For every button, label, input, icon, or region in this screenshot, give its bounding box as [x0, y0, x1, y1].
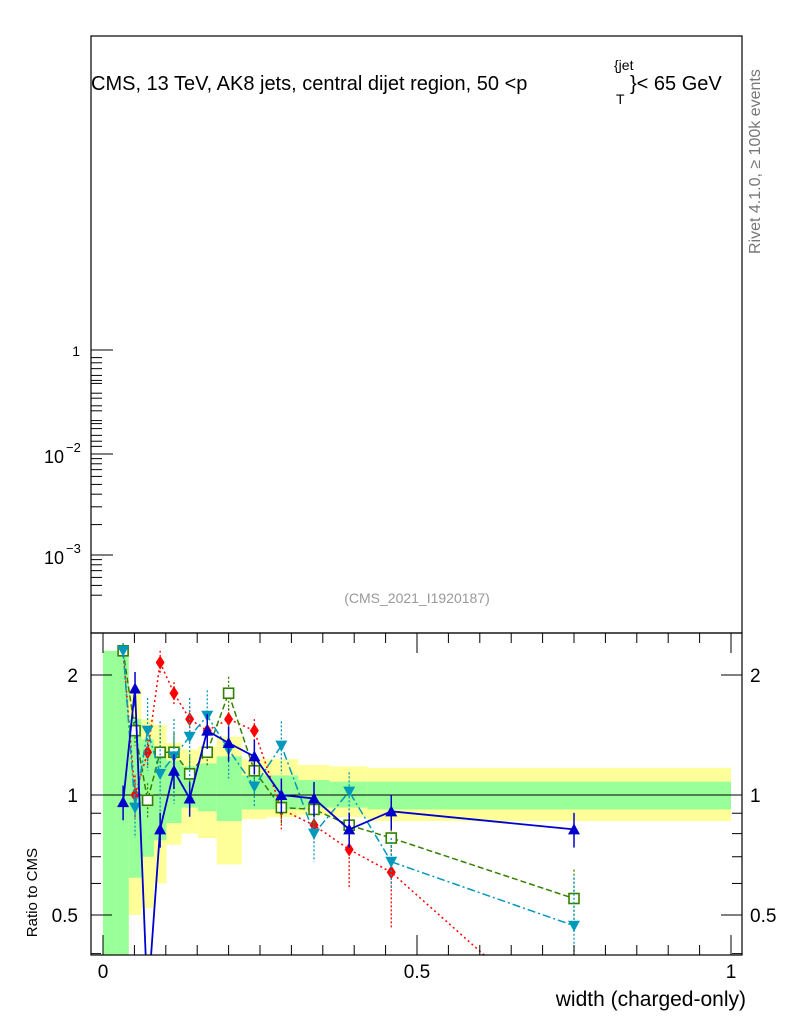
data-point — [385, 805, 398, 817]
inner-band-bin-0 — [103, 650, 117, 955]
data-point — [141, 794, 154, 807]
ratio-series — [117, 643, 580, 955]
data-point — [129, 682, 142, 694]
plot-title: CMS, 13 TeV, AK8 jets, central dijet reg… — [91, 73, 527, 95]
rivet-version-label: Rivet 4.1.0, ≥ 100k events — [747, 69, 764, 254]
ratio-axis-labels: 0.5 0.5 1 1 2 2 0 0.5 1 — [52, 666, 777, 983]
data-point — [275, 789, 288, 800]
series-line-1 — [122, 650, 575, 900]
data-point — [141, 725, 154, 737]
analysis-id-label: (CMS_2021_I1920187) — [344, 590, 490, 606]
ratio-ytick-label-left: 2 — [67, 666, 78, 687]
xtick-label: 0 — [98, 962, 109, 983]
data-point — [386, 865, 396, 880]
ratio-ytick-label-left: 1 — [67, 786, 78, 807]
data-point — [249, 723, 259, 738]
data-point — [143, 745, 153, 760]
ratio-axis-ticks — [91, 633, 742, 955]
series-triangle-up — [117, 671, 580, 955]
data-point — [308, 828, 321, 840]
data-point — [183, 731, 196, 743]
data-point — [568, 920, 580, 932]
plot-title-superscript: {jet — [614, 57, 634, 73]
data-point — [224, 712, 234, 727]
data-point — [129, 802, 142, 814]
data-point — [248, 781, 261, 793]
upper-y-axis-ticks — [91, 349, 113, 596]
data-point — [343, 786, 356, 798]
plot-title-end: }< 65 GeV — [630, 73, 722, 95]
upper-y-axis-labels: 1 10 −2 10 −3 — [44, 343, 81, 568]
data-point — [275, 740, 288, 752]
upper-ytick-label-3-exp: −3 — [66, 541, 81, 556]
ratio-y-axis-title: Ratio to CMS — [24, 848, 41, 937]
data-point — [248, 750, 261, 762]
series-line-2 — [122, 650, 575, 927]
upper-ytick-label-3-base: 10 — [44, 548, 64, 568]
data-point — [154, 746, 166, 759]
data-point — [155, 655, 165, 670]
ratio-plot-area — [91, 643, 742, 955]
data-point — [201, 724, 214, 736]
data-point — [343, 823, 356, 835]
inner-band-bin-8 — [216, 756, 242, 822]
data-point — [117, 645, 130, 657]
data-point — [117, 796, 130, 808]
data-point — [167, 764, 180, 776]
data-point — [385, 856, 398, 868]
data-point — [222, 737, 235, 749]
x-axis-title: width (charged-only) — [555, 988, 746, 1011]
ratio-ytick-label-right: 1 — [750, 786, 761, 807]
data-point — [183, 792, 196, 804]
data-point — [154, 768, 167, 780]
series-line-3 — [122, 688, 575, 955]
upper-ytick-label-1: 1 — [72, 343, 80, 359]
upper-ytick-label-2-base: 10 — [44, 447, 64, 467]
data-point — [154, 823, 167, 835]
data-point — [222, 687, 235, 700]
ratio-ytick-label-right: 2 — [750, 666, 761, 687]
inner-band-bin-7 — [197, 763, 217, 812]
ratio-ytick-label-right: 0.5 — [750, 906, 776, 927]
upper-ytick-label-2-exp: −2 — [66, 440, 81, 455]
data-point — [568, 823, 580, 835]
xtick-label: 0.5 — [404, 962, 430, 983]
data-point — [308, 792, 321, 804]
plot-title-subscript: T — [616, 91, 625, 107]
xtick-label: 1 — [726, 962, 737, 983]
data-point — [344, 842, 354, 857]
inner-band-bin-13 — [367, 781, 731, 810]
ratio-ytick-label-left: 0.5 — [52, 906, 78, 927]
data-point — [169, 686, 179, 701]
